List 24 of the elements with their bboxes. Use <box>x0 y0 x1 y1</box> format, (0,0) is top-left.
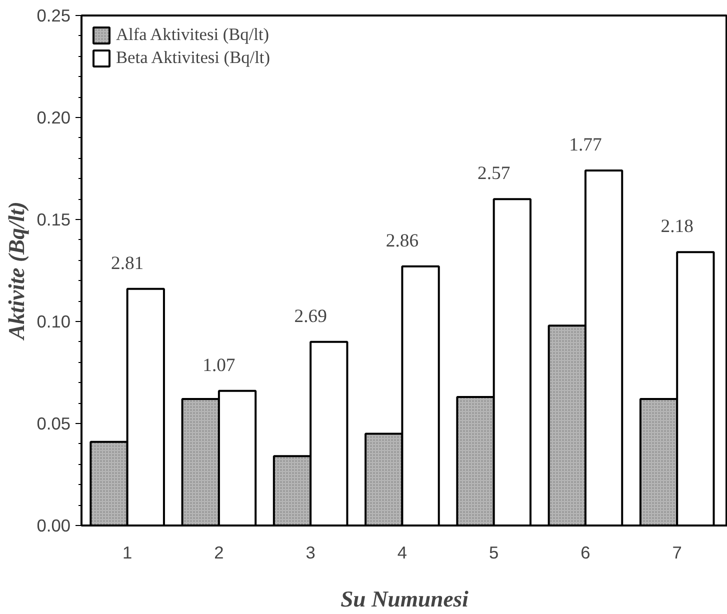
annotation: 2.86 <box>386 230 419 252</box>
legend-label: Alfa Aktivitesi (Bq/lt) <box>116 25 270 45</box>
y-tick-label: 0.00 <box>36 516 71 536</box>
annotation: 1.77 <box>569 134 602 156</box>
x-tick-label: 3 <box>306 542 316 562</box>
x-axis-title: Su Numunesi <box>340 586 470 612</box>
annotation: 2.57 <box>478 163 510 184</box>
annotation: 2.69 <box>294 306 327 327</box>
annotation: 1.07 <box>202 354 236 376</box>
x-tick-label: 5 <box>489 542 499 562</box>
x-tick-label: 4 <box>397 542 408 562</box>
x-tick-label: 7 <box>672 542 682 562</box>
x-tick-label: 1 <box>122 542 132 562</box>
annotation: 2.18 <box>660 216 694 238</box>
annotation: 2.81 <box>110 252 144 274</box>
y-tick-label: 0.05 <box>36 414 71 434</box>
legend-label: Beta Aktivitesi (Bq/lt) <box>116 48 270 68</box>
y-tick-label: 0.25 <box>36 6 71 26</box>
y-axis-title: Aktivite (Bq/lt) <box>4 202 29 342</box>
y-tick-label: 0.10 <box>36 312 71 332</box>
x-tick-label: 2 <box>214 542 224 562</box>
y-tick-label: 0.20 <box>36 108 71 128</box>
y-tick-label: 0.15 <box>36 210 71 230</box>
x-tick-label: 6 <box>580 542 590 562</box>
